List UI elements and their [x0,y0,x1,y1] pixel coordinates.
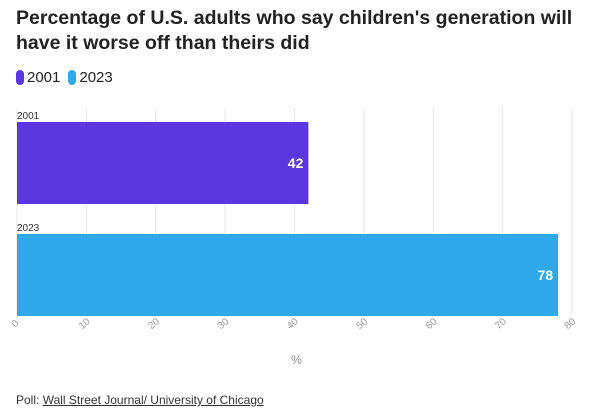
tick-label-10: 10 [77,316,93,332]
legend-item-2023: 2023 [68,68,113,86]
tick-label-60: 60 [424,316,440,332]
tick-label-70: 70 [493,316,509,332]
tick-label-20: 20 [146,316,162,332]
bar-2001 [17,122,309,204]
bar-2023 [17,234,559,316]
chart-title: Percentage of U.S. adults who say childr… [16,7,573,54]
legend-swatch-2023 [68,69,77,85]
source-prefix: Poll: [16,393,43,407]
tick-label-0: 0 [10,318,22,330]
legend-label-2001: 2001 [27,68,61,86]
data-label-2023: 78 [538,267,554,283]
tick-label-50: 50 [354,316,370,332]
legend-swatch-2001 [16,69,24,85]
bar-chart: 2001 42 2023 78 0 10 20 30 40 50 60 70 80% [10,108,579,367]
data-label-2001: 42 [288,155,304,171]
category-label-2023: 2023 [17,223,40,234]
legend-item-2001: 2001 [16,69,60,86]
legend: 2001 2023 [16,68,113,86]
tick-label-80: 80 [563,316,579,332]
x-axis-label: % [291,353,302,367]
tick-label-30: 30 [216,316,232,332]
tick-label-40: 40 [285,316,301,332]
source-link[interactable]: Wall Street Journal/ University of Chica… [42,393,264,407]
legend-label-2023: 2023 [79,68,113,86]
category-label-2001: 2001 [17,111,40,122]
source-note: Poll: Wall Street Journal/ University of… [16,393,264,407]
